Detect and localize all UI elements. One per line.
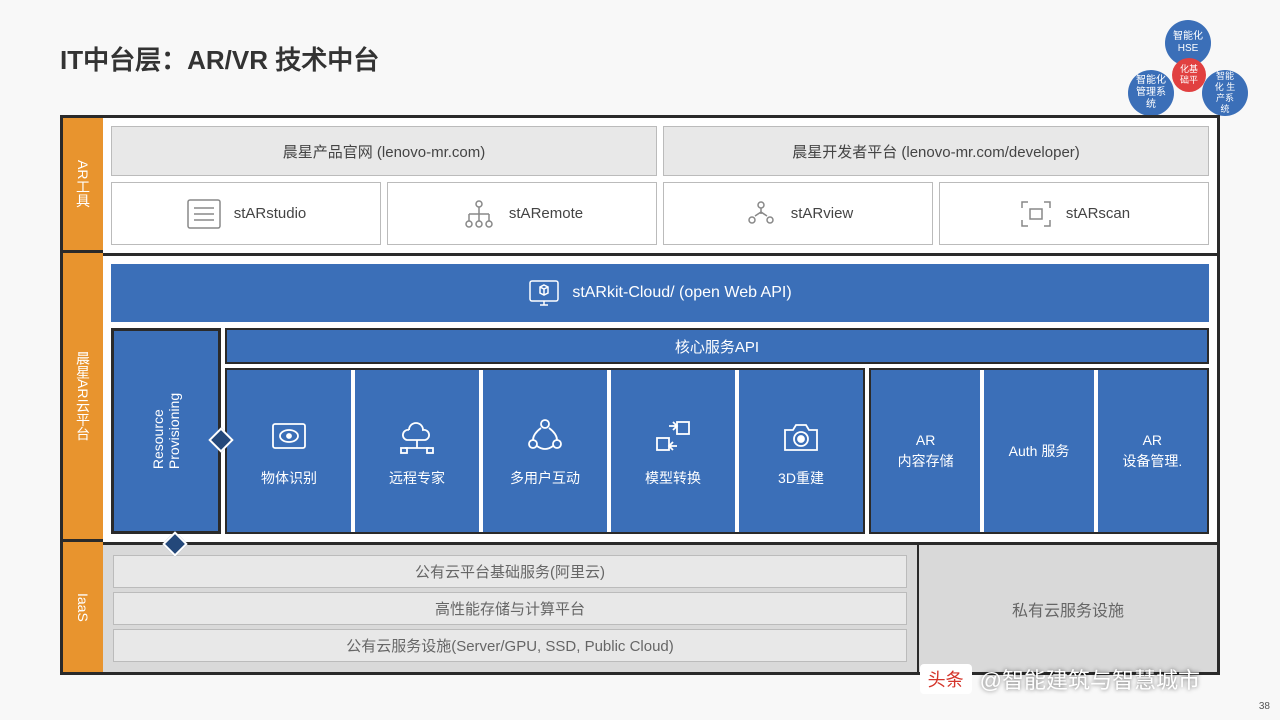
architecture-diagram: AR工具 晨星AR云平台 IaaS 晨星产品官网 (lenovo-mr.com)… [60, 115, 1220, 675]
users-cycle-icon [523, 414, 567, 458]
row-ar-tools: 晨星产品官网 (lenovo-mr.com) 晨星开发者平台 (lenovo-m… [103, 118, 1217, 253]
tool-starview: stARview [663, 182, 933, 245]
service-label: 3D重建 [778, 468, 824, 488]
watermark-badge: 头条 [920, 664, 972, 694]
iaas-bar: 公有云平台基础服务(阿里云) [113, 555, 907, 588]
tool-label: stARemote [509, 205, 583, 222]
iaas-bar: 高性能存储与计算平台 [113, 592, 907, 625]
service-object-recognition: 物体识别 [227, 370, 351, 532]
convert-icon [651, 414, 695, 458]
service-3d-rebuild: 3D重建 [739, 370, 863, 532]
sidebar-iaas: IaaS [63, 542, 103, 672]
cloud-services: ResourceProvisioning 核心服务API 物体识别 [111, 328, 1209, 534]
service-model-convert: 模型转换 [611, 370, 735, 532]
service-ar-device: AR设备管理. [1098, 370, 1207, 532]
bubble-right: 智能化 生产系统 [1202, 70, 1248, 116]
product-sites: 晨星产品官网 (lenovo-mr.com) 晨星开发者平台 (lenovo-m… [111, 126, 1209, 176]
iaas-public: 公有云平台基础服务(阿里云) 高性能存储与计算平台 公有云服务设施(Server… [103, 545, 917, 672]
bubble-center: 化基础平 [1172, 58, 1206, 92]
corner-bubbles: 智能化HSE 化基础平 智能化管理系统 智能化 生产系统 [1110, 20, 1250, 130]
tool-label: stARscan [1066, 205, 1130, 222]
service-label: 物体识别 [261, 468, 317, 488]
core-api-bar: 核心服务API [225, 328, 1209, 364]
service-multi-user: 多用户互动 [483, 370, 607, 532]
iaas-bar: 公有云服务设施(Server/GPU, SSD, Public Cloud) [113, 629, 907, 662]
row-cloud-platform: stARkit-Cloud/ (open Web API) ResourcePr… [103, 253, 1217, 542]
sidebar: AR工具 晨星AR云平台 IaaS [63, 118, 103, 672]
cloud-network-icon [395, 414, 439, 458]
service-label: 多用户互动 [510, 468, 580, 488]
developer-site-box: 晨星开发者平台 (lenovo-mr.com/developer) [663, 126, 1209, 176]
row-iaas: 公有云平台基础服务(阿里云) 高性能存储与计算平台 公有云服务设施(Server… [103, 542, 1217, 672]
service-label: 模型转换 [645, 468, 701, 488]
tool-starstudio: stARstudio [111, 182, 381, 245]
service-label: 远程专家 [389, 468, 445, 488]
service-auth: Auth 服务 [984, 370, 1093, 532]
tool-starscan: stARscan [939, 182, 1209, 245]
hierarchy-icon [461, 198, 497, 230]
page-title: IT中台层：AR/VR 技术中台 [60, 40, 379, 77]
service-remote-expert: 远程专家 [355, 370, 479, 532]
tool-staremote: stARemote [387, 182, 657, 245]
tool-boxes: stARstudio stARemote stARview stARscan [111, 182, 1209, 245]
tool-label: stARview [791, 205, 854, 222]
bubble-left: 智能化管理系统 [1128, 70, 1174, 116]
starkit-cloud-bar: stARkit-Cloud/ (open Web API) [111, 264, 1209, 322]
product-site-box: 晨星产品官网 (lenovo-mr.com) [111, 126, 657, 176]
services-column: 核心服务API 物体识别 远程专家 [225, 328, 1209, 534]
tool-label: stARstudio [234, 205, 307, 222]
cube-monitor-icon [528, 279, 560, 307]
eye-box-icon [267, 414, 311, 458]
scan-icon [1018, 198, 1054, 230]
service-row: 物体识别 远程专家 多用户互动 [225, 368, 1209, 534]
resource-label: ResourceProvisioning [150, 393, 182, 469]
content-area: 晨星产品官网 (lenovo-mr.com) 晨星开发者平台 (lenovo-m… [103, 118, 1217, 672]
page-number: 38 [1259, 701, 1270, 712]
service-group-support: AR内容存储 Auth 服务 AR设备管理. [869, 368, 1209, 534]
api-bar-label: stARkit-Cloud/ (open Web API) [572, 284, 791, 302]
service-ar-storage: AR内容存储 [871, 370, 980, 532]
iaas-private: 私有云服务设施 [917, 545, 1217, 672]
list-icon [186, 198, 222, 230]
resource-provisioning: ResourceProvisioning [111, 328, 221, 534]
sidebar-ar-tools: AR工具 [63, 118, 103, 253]
watermark: 头条 @智能建筑与智慧城市 [920, 663, 1200, 695]
service-group-core: 物体识别 远程专家 多用户互动 [225, 368, 865, 534]
camera-icon [779, 414, 823, 458]
watermark-text: @智能建筑与智慧城市 [980, 663, 1200, 695]
people-icon [743, 198, 779, 230]
sidebar-ar-cloud: 晨星AR云平台 [63, 253, 103, 542]
